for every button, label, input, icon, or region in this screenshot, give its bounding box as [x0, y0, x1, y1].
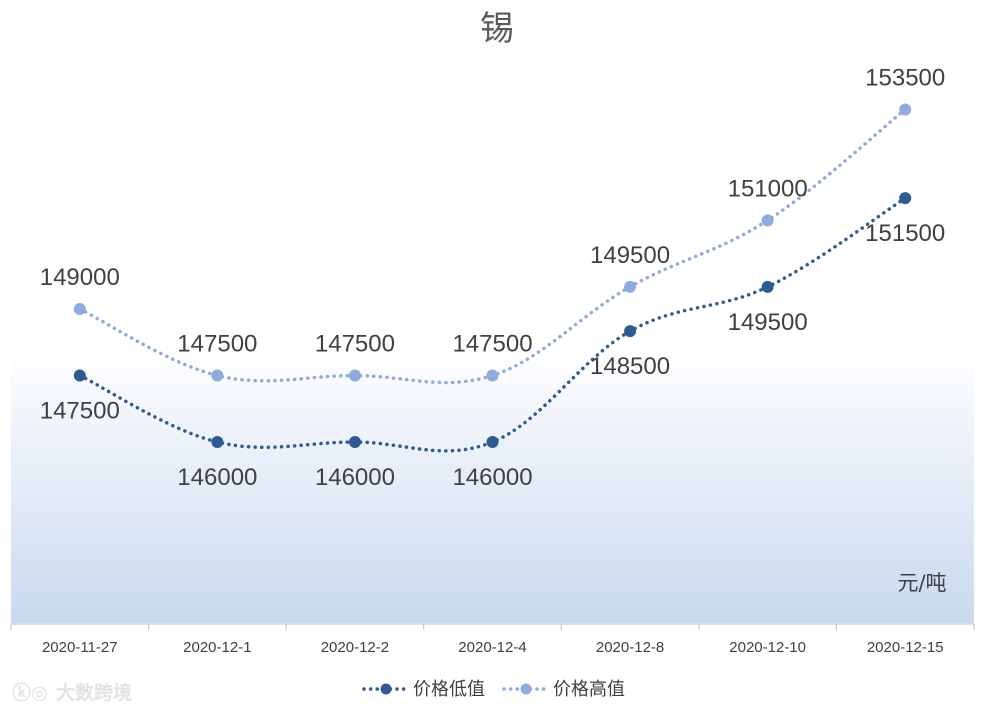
x-tick-label: 2020-11-27	[42, 639, 118, 656]
marker-high	[211, 369, 224, 382]
legend-label-low: 价格低值	[413, 679, 485, 700]
marker-high	[899, 103, 912, 116]
data-label-high: 147500	[177, 331, 257, 358]
x-tick-label: 2020-12-8	[596, 639, 664, 656]
legend-marker-high	[520, 683, 532, 695]
data-label-low: 146000	[315, 464, 395, 491]
data-label-low: 148500	[590, 353, 670, 380]
marker-low	[761, 280, 774, 293]
marker-low	[73, 369, 86, 382]
legend-item-low[interactable]: 价格低值	[362, 679, 485, 700]
marker-high	[73, 303, 86, 315]
x-tick-label: 2020-12-2	[321, 639, 389, 656]
marker-high	[486, 369, 499, 382]
data-label-high: 149000	[40, 264, 120, 291]
series-markers	[73, 103, 912, 448]
x-tick-label: 2020-12-10	[729, 639, 806, 656]
data-label-high: 147500	[315, 331, 395, 358]
watermark-logo-icon: ⓚ◎	[12, 681, 48, 704]
marker-low	[486, 436, 499, 448]
data-label-low: 151500	[865, 220, 945, 247]
x-axis-labels: 2020-11-27 2020-12-1 2020-12-2 2020-12-4 202…	[42, 639, 944, 656]
data-label-low: 147500	[40, 398, 120, 425]
data-label-low: 146000	[177, 464, 257, 491]
chart-title: 锡	[480, 9, 514, 49]
watermark-text: 大数跨境	[56, 681, 132, 704]
x-tick-label: 2020-12-15	[867, 639, 944, 656]
high-low-lines	[76, 109, 909, 442]
data-label-high: 149500	[590, 242, 670, 269]
marker-low	[211, 436, 224, 448]
legend-marker-low	[380, 683, 392, 695]
x-tick-label: 2020-12-1	[183, 639, 251, 656]
data-label-high: 153500	[865, 65, 945, 92]
unit-label: 元/吨	[897, 571, 946, 595]
data-labels: 147500 146000 146000 146000 148500 149500 1515…	[40, 65, 946, 492]
legend: 价格低值 价格高值	[362, 679, 625, 700]
x-tick-label: 2020-12-4	[458, 639, 526, 656]
marker-low	[624, 325, 637, 338]
x-axis-ticks	[10, 624, 975, 630]
data-label-high: 147500	[452, 331, 532, 358]
marker-high	[348, 369, 361, 382]
data-label-low: 149500	[728, 309, 808, 336]
data-label-high: 151000	[728, 175, 808, 202]
legend-item-high[interactable]: 价格高值	[502, 679, 625, 700]
marker-low	[348, 436, 361, 448]
marker-high	[761, 214, 774, 227]
marker-high	[624, 280, 637, 293]
watermark: ⓚ◎ 大数跨境	[12, 681, 132, 704]
legend-label-high: 价格高值	[553, 679, 625, 700]
data-label-low: 146000	[452, 464, 532, 491]
marker-low	[899, 192, 912, 205]
